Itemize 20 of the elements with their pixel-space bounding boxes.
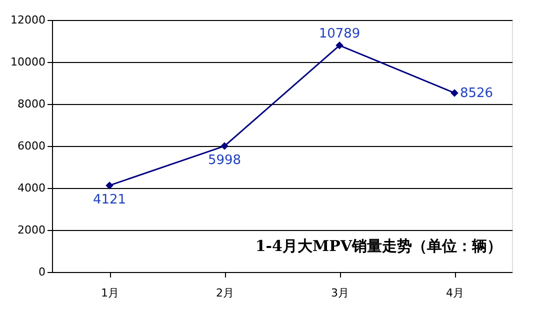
x-tick-label: 2月 bbox=[216, 286, 234, 300]
point bbox=[336, 42, 344, 50]
y-tick-label: 8000 bbox=[18, 98, 46, 110]
x-tick-label: 4月 bbox=[446, 286, 464, 300]
text: 1-4月大MPV销量走势（单位：辆） bbox=[255, 237, 502, 255]
y-tick-label: 12000 bbox=[10, 14, 46, 26]
x-tick-label: 3月 bbox=[331, 286, 349, 300]
x-tick-label: 1月 bbox=[101, 286, 119, 300]
y-tick-label: 10000 bbox=[10, 56, 46, 68]
data-label: 10789 bbox=[318, 26, 360, 42]
y-tick-label: 4000 bbox=[18, 182, 46, 194]
point bbox=[220, 142, 228, 150]
data-label: 8526 bbox=[460, 86, 494, 101]
y-tick-label: 6000 bbox=[18, 140, 46, 152]
data-label: 4121 bbox=[92, 192, 126, 208]
point bbox=[450, 89, 458, 97]
point bbox=[106, 182, 114, 190]
data-label: 5998 bbox=[208, 153, 242, 168]
y-tick-label: 0 bbox=[38, 266, 46, 278]
y-tick-label: 2000 bbox=[18, 224, 46, 236]
